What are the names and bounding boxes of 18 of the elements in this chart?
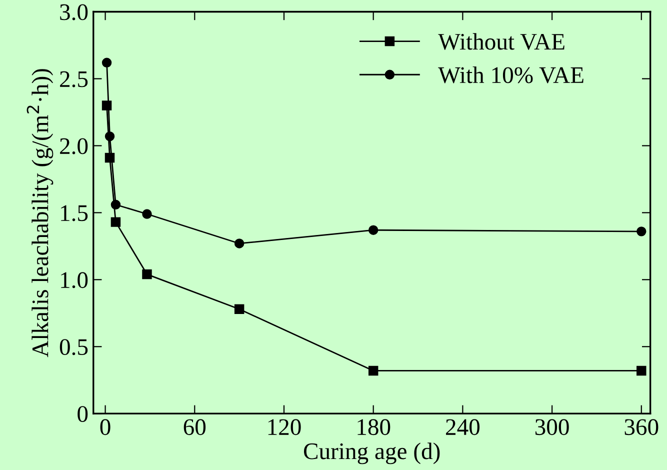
x-tick-label: 0 (100, 419, 110, 436)
y-tick-label: 2.5 (60, 71, 88, 88)
y-tick-label: 3.0 (60, 4, 88, 20)
x-tick-label: 300 (535, 419, 569, 436)
y-axis-title: Alkalis leachability (g/(m$^{2}$·h)) (26, 69, 54, 358)
x-tick-label: 60 (184, 419, 206, 436)
x-tick-label: 120 (268, 419, 301, 436)
x-tick-label: 240 (446, 419, 480, 436)
y-tick-label: 0.5 (60, 339, 88, 356)
x-tick-label: 180 (358, 419, 390, 436)
y-tick-label: 0 (78, 406, 88, 422)
x-tick-label: 360 (624, 419, 658, 436)
y-tick-label: 1.0 (61, 272, 88, 288)
legend-label: With 10% VAE (438, 66, 584, 84)
legend-label: Without VAE (438, 33, 564, 50)
y-tick-label: 2.0 (60, 138, 88, 154)
y-tick-label: 1.5 (61, 205, 88, 222)
x-axis-title: Curing age (d) (304, 442, 440, 464)
